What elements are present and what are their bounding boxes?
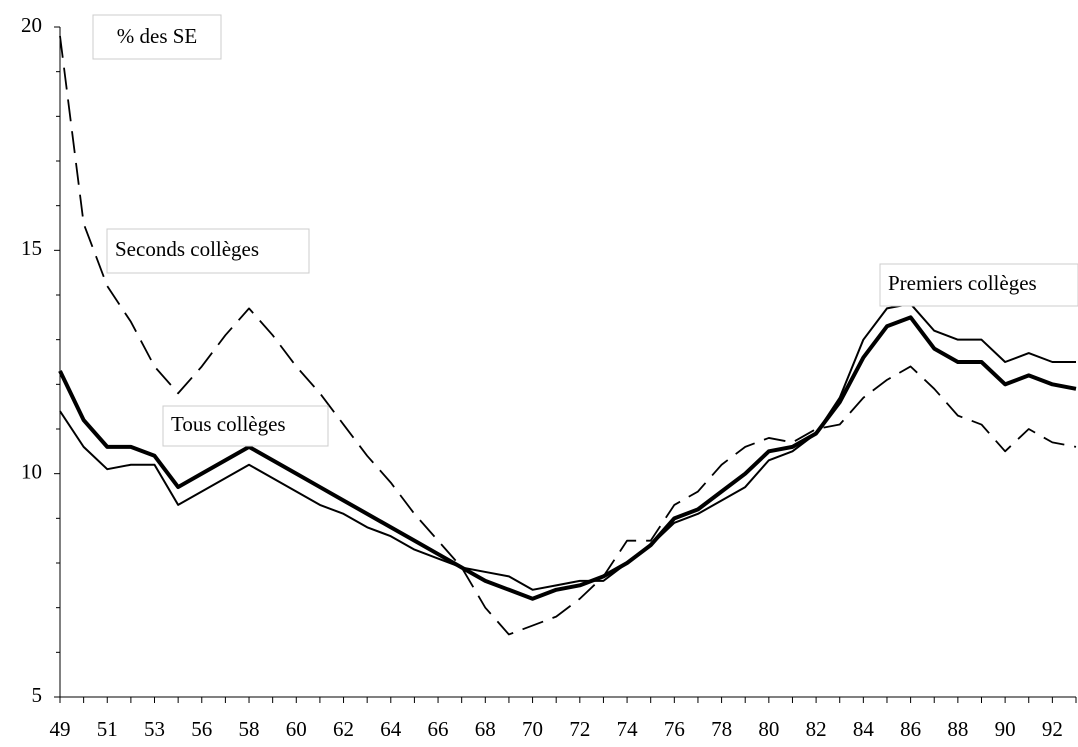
x-tick-label: 84	[853, 717, 875, 741]
x-tick-label: 53	[144, 717, 165, 741]
x-tick-label: 76	[664, 717, 685, 741]
series-label: Premiers collèges	[888, 271, 1037, 295]
x-tick-label: 51	[97, 717, 118, 741]
x-tick-label: 80	[758, 717, 779, 741]
x-tick-label: 64	[380, 717, 402, 741]
x-tick-label: 56	[191, 717, 212, 741]
series-label-box	[879, 263, 1078, 307]
x-tick-label: 58	[239, 717, 260, 741]
x-tick-label: 72	[569, 717, 590, 741]
series-line	[58, 315, 1077, 601]
series-line	[59, 35, 1077, 636]
x-tick-label: 82	[806, 717, 827, 741]
x-tick-label: 70	[522, 717, 543, 741]
x-tick-label: 92	[1042, 717, 1063, 741]
x-tick-label: 49	[50, 717, 71, 741]
x-tick-label: 62	[333, 717, 354, 741]
x-tick-label: 90	[995, 717, 1016, 741]
x-tick-label: 78	[711, 717, 732, 741]
x-tick-label: 88	[947, 717, 968, 741]
series-line	[59, 302, 1076, 591]
series-label: Tous collèges	[171, 412, 286, 436]
y-tick-label: 15	[21, 236, 42, 260]
series-label: Seconds collèges	[115, 237, 259, 261]
series-label-box	[162, 405, 329, 447]
x-tick-label: 74	[617, 717, 639, 741]
x-tick-label: 86	[900, 717, 921, 741]
series-label-box	[106, 228, 310, 274]
y-axis-label: % des SE	[117, 24, 198, 48]
x-tick-label: 60	[286, 717, 307, 741]
y-label-box	[92, 14, 222, 60]
y-tick-label: 10	[21, 459, 42, 483]
y-tick-label: 5	[32, 683, 43, 707]
x-tick-label: 68	[475, 717, 496, 741]
x-tick-label: 66	[428, 717, 449, 741]
y-tick-label: 20	[21, 13, 42, 37]
